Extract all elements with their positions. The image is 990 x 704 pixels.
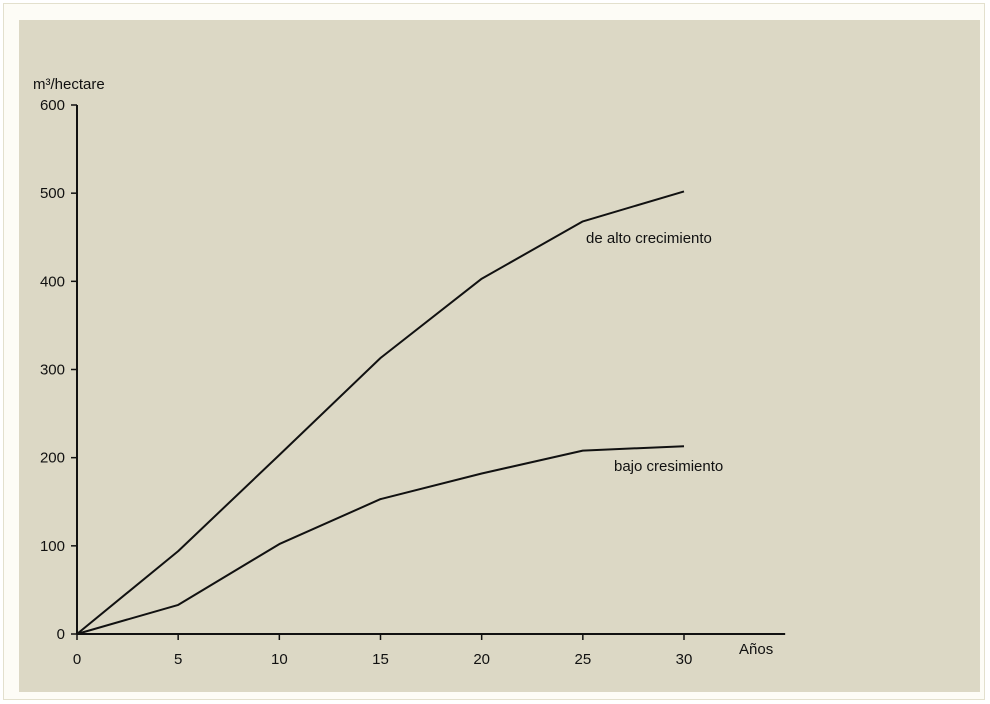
y-tick-label: 300 [40, 362, 65, 379]
x-tick-label: 20 [473, 651, 490, 668]
y-tick-label: 600 [40, 97, 65, 114]
series-label-low: bajo cresimiento [614, 458, 723, 475]
x-tick-label: 10 [271, 651, 288, 668]
series-label-high: de alto crecimiento [586, 230, 712, 247]
y-tick-label: 0 [57, 626, 65, 643]
x-tick-label: 25 [574, 651, 591, 668]
y-tick-label: 500 [40, 185, 65, 202]
x-tick-label: 30 [676, 651, 693, 668]
axes [76, 105, 786, 635]
labels: m³/hectare Años de alto crecimiento bajo cr… [33, 76, 773, 658]
y-axis-title: m³/hectare [33, 76, 105, 93]
y-tick-label: 400 [40, 273, 65, 290]
series-line-high [76, 190, 685, 635]
series-line-low [76, 445, 685, 635]
chart-panel [19, 20, 980, 692]
x-tick-label: 15 [372, 651, 389, 668]
ticks: 0 100 200 300 400 500 600 0 5 10 15 20 25 30 [40, 97, 692, 668]
y-tick-label: 100 [40, 538, 65, 555]
series-lines [76, 190, 685, 635]
x-tick-label: 5 [174, 651, 182, 668]
y-tick-label: 200 [40, 450, 65, 467]
x-tick-label: 0 [73, 651, 81, 668]
x-axis-title: Años [739, 641, 773, 658]
